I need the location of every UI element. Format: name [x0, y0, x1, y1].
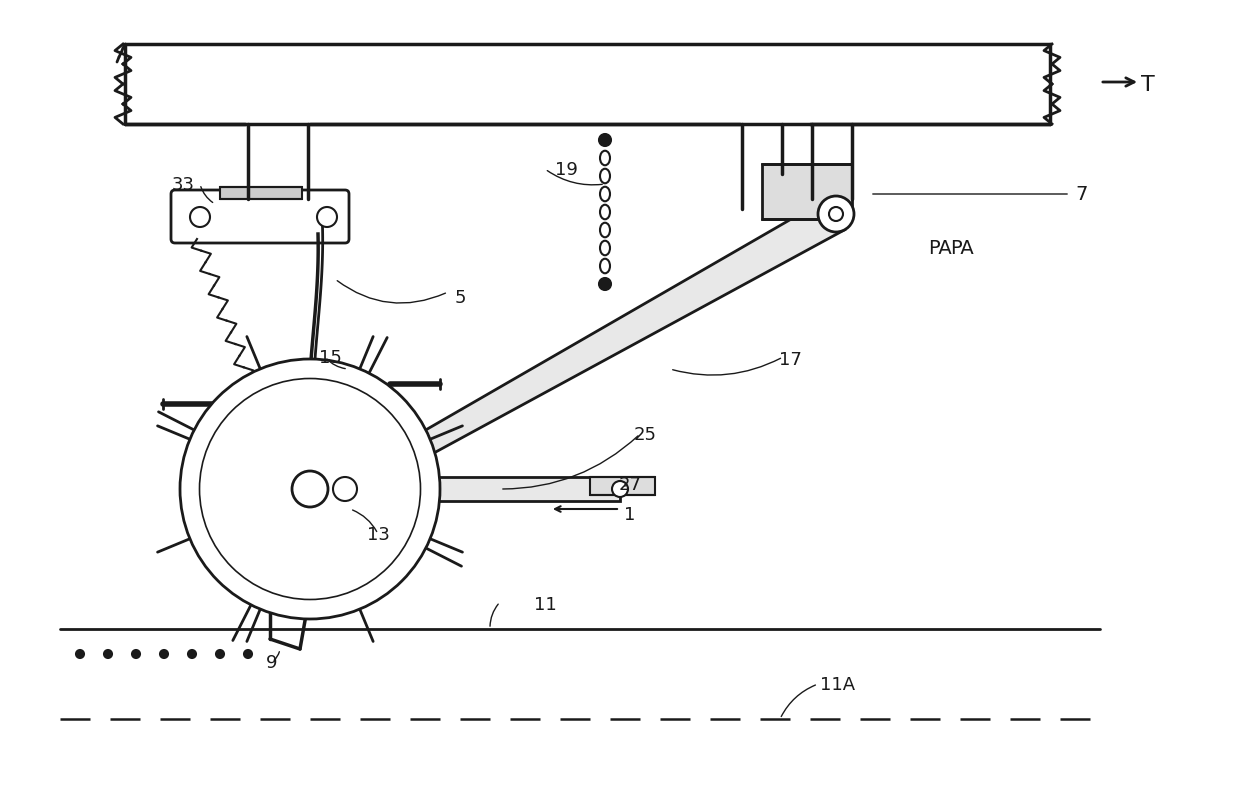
Text: 1: 1	[624, 505, 636, 523]
Circle shape	[334, 478, 357, 501]
Circle shape	[830, 208, 843, 221]
Text: 5: 5	[455, 289, 466, 307]
Circle shape	[599, 135, 611, 147]
Ellipse shape	[600, 169, 610, 184]
Polygon shape	[340, 199, 844, 499]
FancyBboxPatch shape	[171, 191, 348, 243]
Text: PA: PA	[928, 238, 952, 257]
Circle shape	[131, 650, 140, 659]
Text: 27: 27	[619, 475, 641, 493]
Circle shape	[160, 650, 167, 659]
Text: 7: 7	[1075, 185, 1087, 204]
Circle shape	[200, 379, 420, 600]
Circle shape	[291, 471, 329, 508]
Text: 9: 9	[267, 653, 278, 672]
Bar	[763, 165, 852, 220]
Ellipse shape	[600, 205, 610, 220]
Bar	[590, 478, 655, 496]
Circle shape	[188, 650, 196, 659]
Ellipse shape	[600, 152, 610, 166]
Text: PA: PA	[950, 238, 973, 257]
Text: 33: 33	[172, 176, 195, 194]
Ellipse shape	[600, 187, 610, 202]
Text: 13: 13	[367, 526, 389, 543]
Circle shape	[599, 279, 611, 290]
Circle shape	[180, 359, 440, 620]
Text: T: T	[1141, 75, 1154, 95]
Ellipse shape	[600, 260, 610, 274]
Bar	[219, 188, 303, 200]
Ellipse shape	[600, 224, 610, 238]
Text: 11A: 11A	[820, 676, 856, 693]
Text: 19: 19	[556, 161, 578, 178]
Text: 15: 15	[319, 349, 341, 367]
Polygon shape	[345, 478, 620, 501]
Circle shape	[76, 650, 84, 659]
Circle shape	[317, 208, 337, 228]
Circle shape	[613, 482, 627, 497]
Circle shape	[216, 650, 224, 659]
Text: 11: 11	[533, 595, 557, 613]
Text: 17: 17	[779, 350, 801, 368]
Text: 25: 25	[634, 426, 656, 444]
Circle shape	[104, 650, 112, 659]
Circle shape	[244, 650, 252, 659]
Ellipse shape	[600, 242, 610, 256]
Circle shape	[818, 197, 854, 233]
Circle shape	[190, 208, 210, 228]
